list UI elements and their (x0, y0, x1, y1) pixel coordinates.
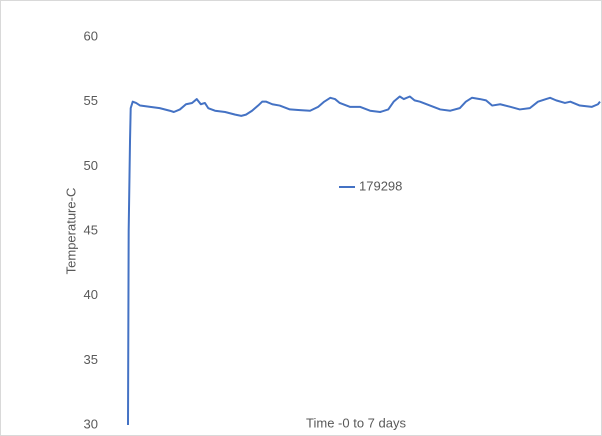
y-tick-label: 35 (84, 352, 98, 367)
y-axis-title: Temperature-C (63, 188, 78, 275)
y-tick-label: 40 (84, 287, 98, 302)
x-axis-title: Time -0 to 7 days (306, 415, 406, 430)
y-tick-label: 60 (84, 28, 98, 43)
y-tick-label: 30 (84, 416, 98, 431)
y-tick-label: 55 (84, 93, 98, 108)
legend-label: 179298 (359, 178, 402, 193)
y-tick-label: 45 (84, 222, 98, 237)
series-line (127, 95, 601, 426)
y-tick-label: 50 (84, 158, 98, 173)
